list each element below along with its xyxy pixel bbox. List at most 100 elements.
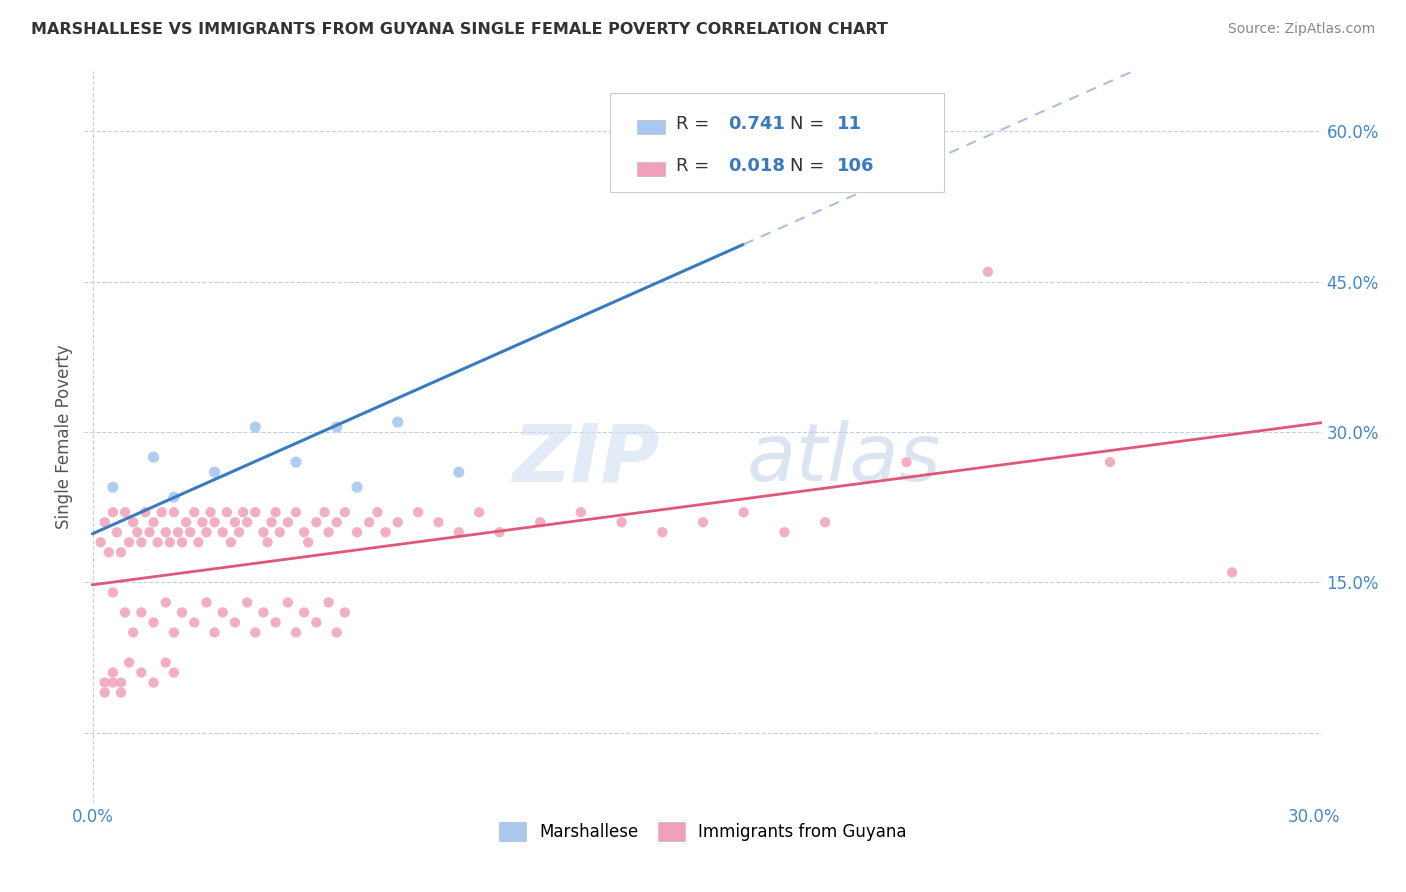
Point: [155, 656, 177, 670]
Text: 0.741: 0.741: [728, 115, 785, 133]
Point: [163, 505, 186, 519]
Text: N =: N =: [790, 115, 824, 133]
Point: [127, 525, 149, 540]
Point: [569, 505, 592, 519]
Point: [142, 515, 165, 529]
Point: [325, 515, 347, 529]
Point: [146, 535, 169, 549]
Point: [110, 545, 132, 559]
Point: [187, 535, 209, 549]
Text: R =: R =: [676, 115, 714, 133]
Point: [733, 505, 755, 519]
Legend: Marshallese, Immigrants from Guyana: Marshallese, Immigrants from Guyana: [491, 814, 915, 849]
Point: [236, 595, 259, 609]
Point: [318, 595, 340, 609]
Point: [325, 625, 347, 640]
Point: [174, 515, 197, 529]
FancyBboxPatch shape: [637, 162, 665, 176]
Point: [195, 525, 218, 540]
Point: [167, 525, 190, 540]
Point: [269, 525, 291, 540]
Point: [183, 505, 205, 519]
Point: [264, 505, 287, 519]
Point: [318, 525, 340, 540]
Point: [101, 585, 124, 599]
Point: [374, 525, 396, 540]
Point: [325, 420, 347, 434]
Point: [183, 615, 205, 630]
Point: [773, 525, 796, 540]
Point: [260, 515, 283, 529]
Point: [170, 606, 193, 620]
Point: [529, 515, 551, 529]
Point: [131, 665, 153, 680]
Point: [195, 595, 218, 609]
Point: [219, 535, 242, 549]
Point: [155, 595, 177, 609]
Point: [277, 595, 299, 609]
Point: [1098, 455, 1121, 469]
Point: [305, 615, 328, 630]
Point: [245, 625, 267, 640]
Point: [118, 535, 141, 549]
Y-axis label: Single Female Poverty: Single Female Poverty: [55, 345, 73, 529]
Point: [204, 515, 226, 529]
Point: [346, 525, 368, 540]
Point: [179, 525, 201, 540]
Point: [101, 480, 124, 494]
Point: [488, 525, 510, 540]
Point: [610, 515, 633, 529]
Point: [314, 505, 336, 519]
Point: [977, 265, 1000, 279]
Point: [142, 615, 165, 630]
Point: [138, 525, 160, 540]
Point: [142, 450, 165, 464]
Point: [97, 545, 120, 559]
Point: [406, 505, 429, 519]
Point: [1220, 566, 1243, 580]
Point: [93, 685, 115, 699]
Point: [387, 415, 409, 429]
Point: [297, 535, 319, 549]
Point: [447, 525, 470, 540]
Point: [346, 480, 368, 494]
Point: [191, 515, 214, 529]
FancyBboxPatch shape: [610, 94, 945, 192]
Point: [170, 535, 193, 549]
Point: [236, 515, 259, 529]
Point: [468, 505, 491, 519]
Point: [215, 505, 238, 519]
Point: [447, 465, 470, 479]
Point: [90, 535, 112, 549]
Point: [252, 525, 274, 540]
Point: [224, 615, 246, 630]
Point: [292, 525, 315, 540]
Point: [256, 535, 278, 549]
Point: [105, 525, 128, 540]
Point: [93, 515, 115, 529]
Point: [651, 525, 673, 540]
Point: [224, 515, 246, 529]
Point: [122, 515, 145, 529]
Point: [896, 455, 918, 469]
Point: [366, 505, 388, 519]
Point: [285, 625, 308, 640]
Point: [200, 505, 222, 519]
Point: [150, 505, 173, 519]
Text: 11: 11: [837, 115, 862, 133]
Point: [814, 515, 837, 529]
Point: [204, 625, 226, 640]
Point: [245, 505, 267, 519]
Point: [204, 465, 226, 479]
Point: [110, 675, 132, 690]
Point: [101, 675, 124, 690]
Point: [131, 535, 153, 549]
Point: [292, 606, 315, 620]
Point: [142, 675, 165, 690]
Point: [122, 625, 145, 640]
Point: [114, 606, 136, 620]
Point: [264, 615, 287, 630]
Point: [114, 505, 136, 519]
Point: [163, 625, 186, 640]
Point: [211, 606, 233, 620]
